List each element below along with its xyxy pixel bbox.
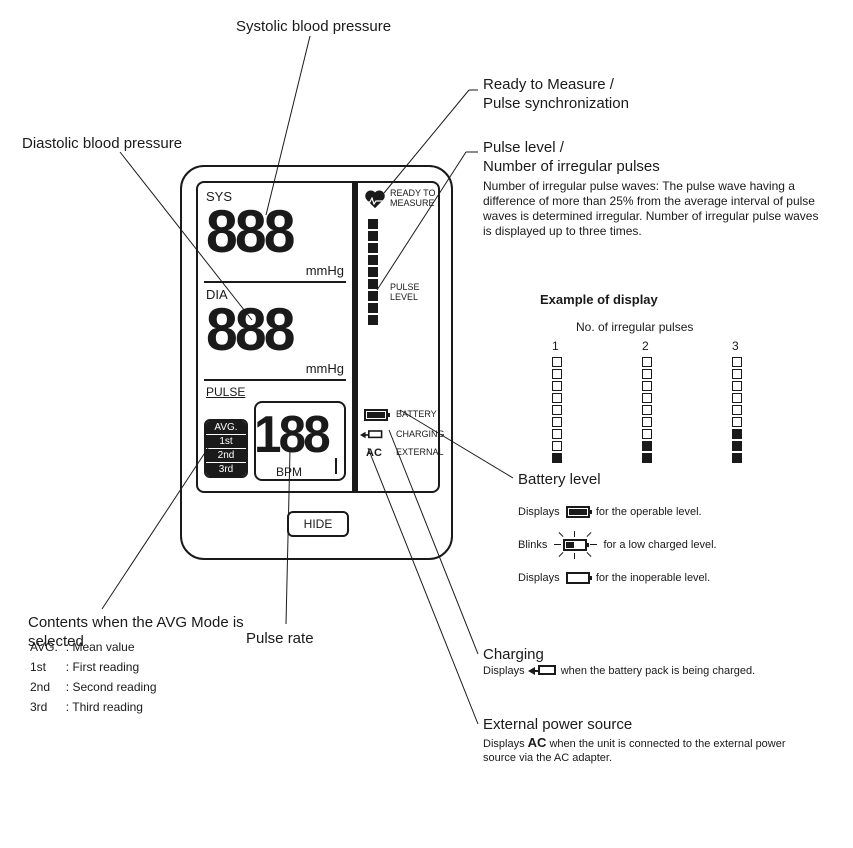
avg-legend-cell: 3rd [30,698,64,716]
external-title: External power source [483,716,803,735]
avg-legend-cell: : Third reading [66,698,163,716]
text-empty: for the inoperable level. [596,566,756,590]
charging-icon [528,665,558,677]
battery-state-blink: Blinks for a low charged level. [518,530,818,560]
example-bar-2 [642,357,652,465]
example-bar-1 [552,357,562,465]
avg-3: 3rd [206,463,246,476]
pulse-box-outline [254,401,346,481]
sys-unit: mmHg [288,263,344,278]
screen-battery-icon [364,409,388,421]
callout-pulse-level: Pulse level / Number of irregular pulses… [483,139,823,239]
external-body-row: Displays AC when the unit is connected t… [483,735,803,766]
sys-digits: 888 [206,197,293,266]
avg-1: 1st [206,435,246,449]
text-full: for the operable level. [596,506,702,518]
avg-box: AVG. 1st 2nd 3rd [204,419,248,478]
hline-1 [204,281,346,283]
callout-diastolic: Diastolic blood pressure [22,135,182,154]
heart-icon [364,191,386,211]
screen-charging-icon [360,430,384,440]
text-displays-2: Displays [518,572,560,584]
screen-external-label: EXTERNAL [396,447,444,457]
example-sub: No. of irregular pulses [576,320,770,335]
example-col-1: 1 [552,339,559,354]
callout-battery-level: Battery level [518,471,601,490]
dia-digits: 888 [206,295,293,364]
callout-pulse-level-title: Pulse level / Number of irregular pulses [483,139,823,177]
hide-button[interactable]: HIDE [287,511,349,537]
avg-0: AVG. [206,421,246,435]
screen-charging-label: CHARGING [396,429,445,439]
example-col-2: 2 [642,339,649,354]
battery-state-full: Displays for the operable level. [518,500,818,524]
battery-state-empty: Displays for the inoperable level. [518,566,818,590]
device-body: SYS 888 mmHg DIA 888 mmHg PULSE AVG. 1st… [180,165,453,560]
pulse-level-label: PULSE LEVEL [390,283,438,303]
example-bars: 1 2 3 [540,339,770,469]
text-blinks: Blinks [518,539,547,551]
text-displays-1: Displays [518,506,560,518]
avg-2: 2nd [206,449,246,463]
avg-legend-table: AVG.: Mean value1st: First reading2nd: S… [28,636,165,718]
text-displays-4: Displays [483,738,525,750]
battery-empty-icon [566,572,590,584]
dia-unit: mmHg [288,361,344,376]
callout-pulse-rate: Pulse rate [246,630,314,649]
charging-title: Charging [483,646,803,665]
avg-legend-cell: 1st [30,658,64,676]
pulse-level-bar [368,219,378,327]
example-title: Example of display [540,292,770,308]
hline-2 [204,379,346,381]
callout-ready: Ready to Measure / Pulse synchronization [483,76,629,114]
device-screen: SYS 888 mmHg DIA 888 mmHg PULSE AVG. 1st… [196,181,440,493]
screen-battery-label: BATTERY [396,409,437,419]
screen-divider [352,183,358,491]
avg-legend-cell: : First reading [66,658,163,676]
battery-full-icon [566,506,590,518]
avg-legend: AVG.: Mean value1st: First reading2nd: S… [28,636,165,718]
battery-states: Displays for the operable level. Blinks … [518,500,818,590]
avg-legend-cell: 2nd [30,678,64,696]
avg-legend-cell: : Mean value [66,638,163,656]
charging-body-row: Displays when the battery pack is being … [483,665,803,679]
charging-body: when the battery pack is being charged. [561,665,755,677]
battery-blink-icon [550,530,600,560]
callout-systolic: Systolic blood pressure [236,18,391,37]
callout-charging: Charging Displays when the battery pack … [483,646,803,679]
small-div [335,458,337,474]
callout-pulse-level-body: Number of irregular pulse waves: The pul… [483,179,823,239]
screen-ac: AC [366,447,382,459]
external-ac: AC [528,735,547,750]
avg-legend-cell: : Second reading [66,678,163,696]
example-col-3: 3 [732,339,739,354]
callout-external: External power source Displays AC when t… [483,716,803,765]
pulse-label: PULSE [206,385,245,399]
text-displays-3: Displays [483,665,525,677]
text-blink: for a low charged level. [603,533,753,557]
example-bar-3 [732,357,742,465]
ready-label: READY TO MEASURE [390,189,440,209]
example-of-display: Example of display No. of irregular puls… [540,292,770,469]
avg-legend-cell: AVG. [30,638,64,656]
